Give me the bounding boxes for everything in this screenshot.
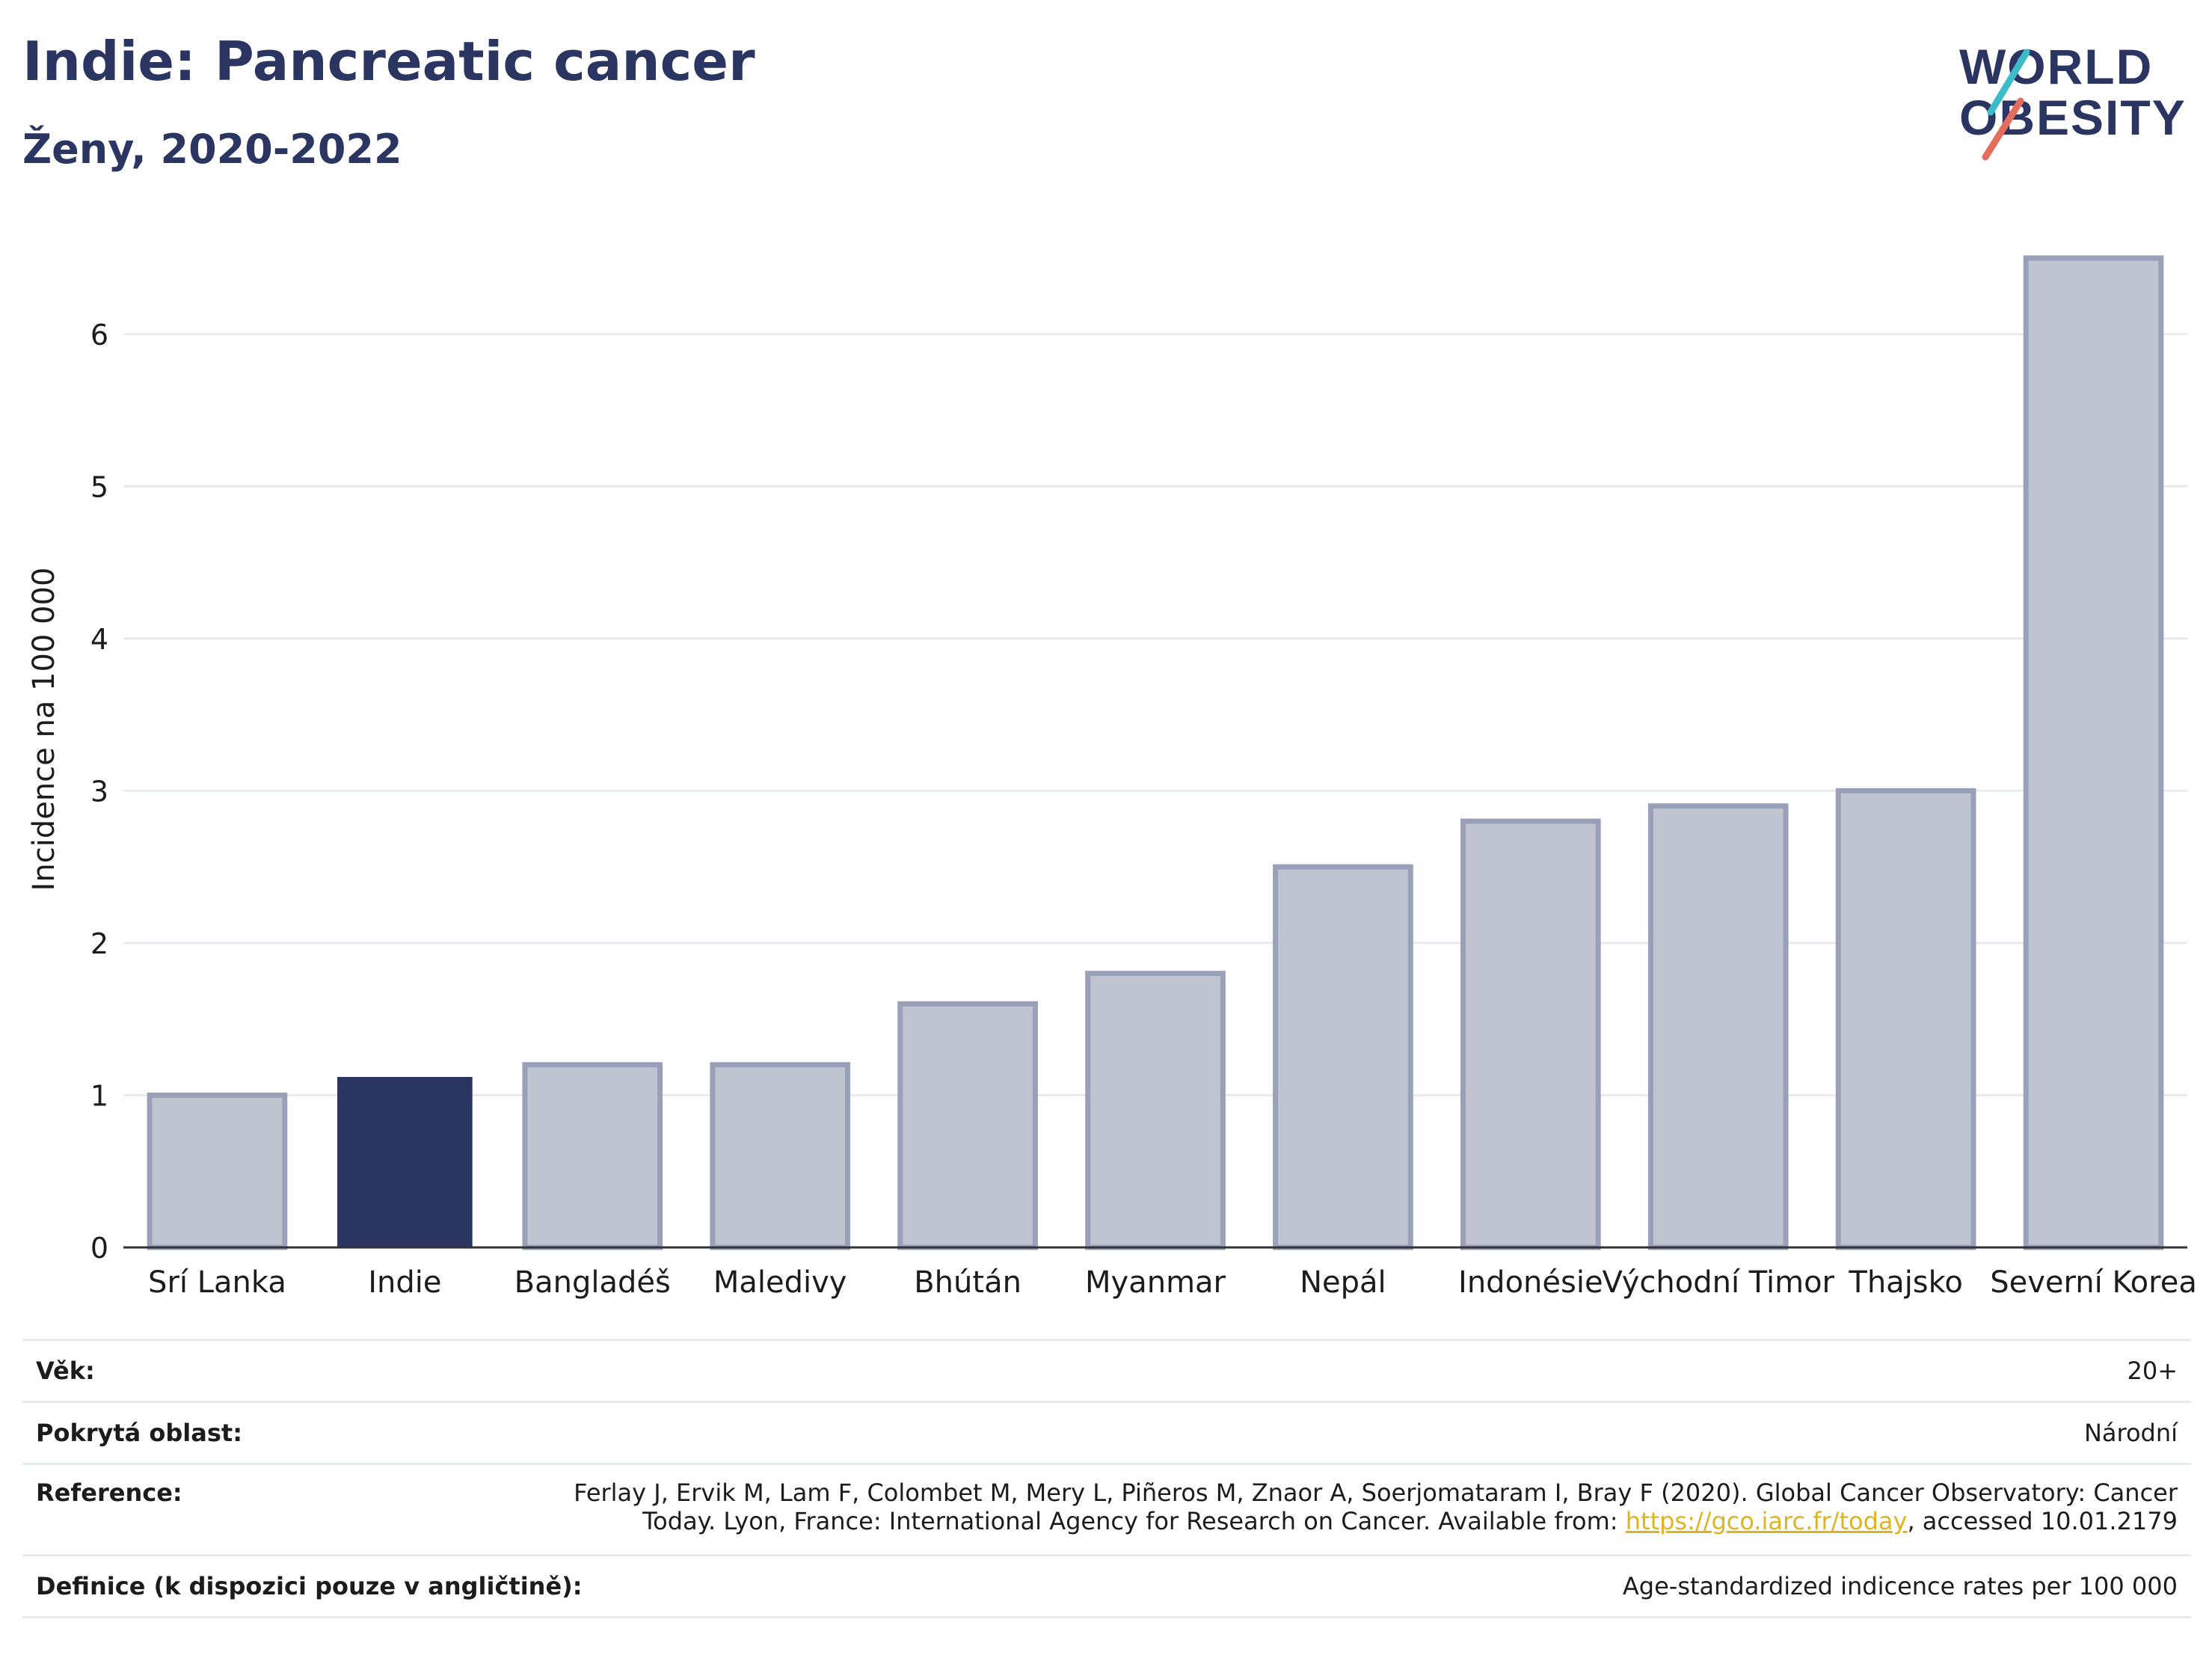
y-tick-label: 2 <box>90 927 108 960</box>
x-tick-label: Myanmar <box>1085 1265 1226 1300</box>
y-tick-label: 0 <box>90 1232 108 1265</box>
reference-line2-pre: Today. Lyon, France: International Agenc… <box>642 1507 1626 1535</box>
bar-chart: 0 1 2 3 4 5 6 Srí Lanka Indie Bangladéš Maledivy Bh… <box>27 255 2197 1300</box>
x-tick-label: Thajsko <box>1848 1265 1962 1300</box>
x-tick-label: Indie <box>368 1265 441 1300</box>
x-tick-label: Maledivy <box>713 1265 847 1300</box>
reference-label: Reference: <box>36 1479 182 1507</box>
coverage-value: Národní <box>2083 1419 2178 1447</box>
y-tick-label: 4 <box>90 623 108 656</box>
bar-bangladéš[interactable] <box>522 1062 663 1250</box>
coverage-label: Pokrytá oblast: <box>36 1419 242 1447</box>
info-row-coverage: Pokrytá oblast: Národní <box>22 1401 2191 1463</box>
y-tick-label: 3 <box>90 775 108 808</box>
y-tick-label: 5 <box>90 470 108 503</box>
bar-severní-korea[interactable] <box>2023 255 2164 1250</box>
x-tick-label: Severní Korea <box>1990 1265 2197 1300</box>
bar-bhútán[interactable] <box>897 1001 1038 1250</box>
page-title: Indie: Pancreatic cancer <box>22 30 755 93</box>
page-subtitle: Ženy, 2020-2022 <box>22 126 402 173</box>
x-tick-label: Srí Lanka <box>148 1265 286 1300</box>
definition-label: Definice (k dispozici pouze v angličtině… <box>36 1572 583 1600</box>
definition-value: Age-standardized indicence rates per 100… <box>1622 1572 2178 1600</box>
info-row-definition: Definice (k dispozici pouze v angličtině… <box>22 1554 2191 1618</box>
axes: 0 1 2 3 4 5 6 Srí Lanka Indie Bangladéš Maledivy Bh… <box>90 319 2197 1300</box>
bar-indie[interactable] <box>337 1077 473 1247</box>
age-value: 20+ <box>2127 1357 2178 1385</box>
x-tick-label: Nepál <box>1300 1265 1386 1300</box>
bar-thajsko[interactable] <box>1835 787 1976 1250</box>
x-tick-label: Východní Timor <box>1602 1265 1834 1300</box>
x-tick-label: Bangladéš <box>514 1265 671 1300</box>
bar-myanmar[interactable] <box>1085 971 1226 1250</box>
world-obesity-logo: WORLD OBESITY <box>1959 39 2185 161</box>
y-tick-label: 6 <box>90 319 108 351</box>
bar-srí-lanka[interactable] <box>147 1092 288 1250</box>
reference-line1: Ferlay J, Ervik M, Lam F, Colombet M, Me… <box>574 1479 2178 1507</box>
bar-nepál[interactable] <box>1273 864 1413 1250</box>
bars <box>147 255 2164 1250</box>
reference-line2-post: , accessed 10.01.2179 <box>1907 1507 2178 1535</box>
reference-value: Ferlay J, Ervik M, Lam F, Colombet M, Me… <box>574 1479 2191 1535</box>
y-tick-label: 1 <box>90 1079 108 1112</box>
info-row-reference: Reference: Ferlay J, Ervik M, Lam F, Col… <box>22 1463 2191 1554</box>
info-table: Věk: 20+ Pokrytá oblast: Národní Referen… <box>22 1339 2191 1618</box>
bar-východní-timor[interactable] <box>1647 803 1789 1250</box>
reference-link[interactable]: https://gco.iarc.fr/today <box>1625 1507 1908 1535</box>
info-row-age: Věk: 20+ <box>22 1339 2191 1401</box>
y-axis-label: Incidence na 100 000 <box>27 568 61 891</box>
bar-maledivy[interactable] <box>710 1062 851 1250</box>
age-label: Věk: <box>36 1357 95 1385</box>
logo-line1: WORLD <box>1959 39 2153 94</box>
x-tick-label: Bhútán <box>914 1265 1021 1300</box>
bar-indonésie[interactable] <box>1460 818 1601 1250</box>
x-tick-label: Indonésie <box>1458 1265 1603 1300</box>
